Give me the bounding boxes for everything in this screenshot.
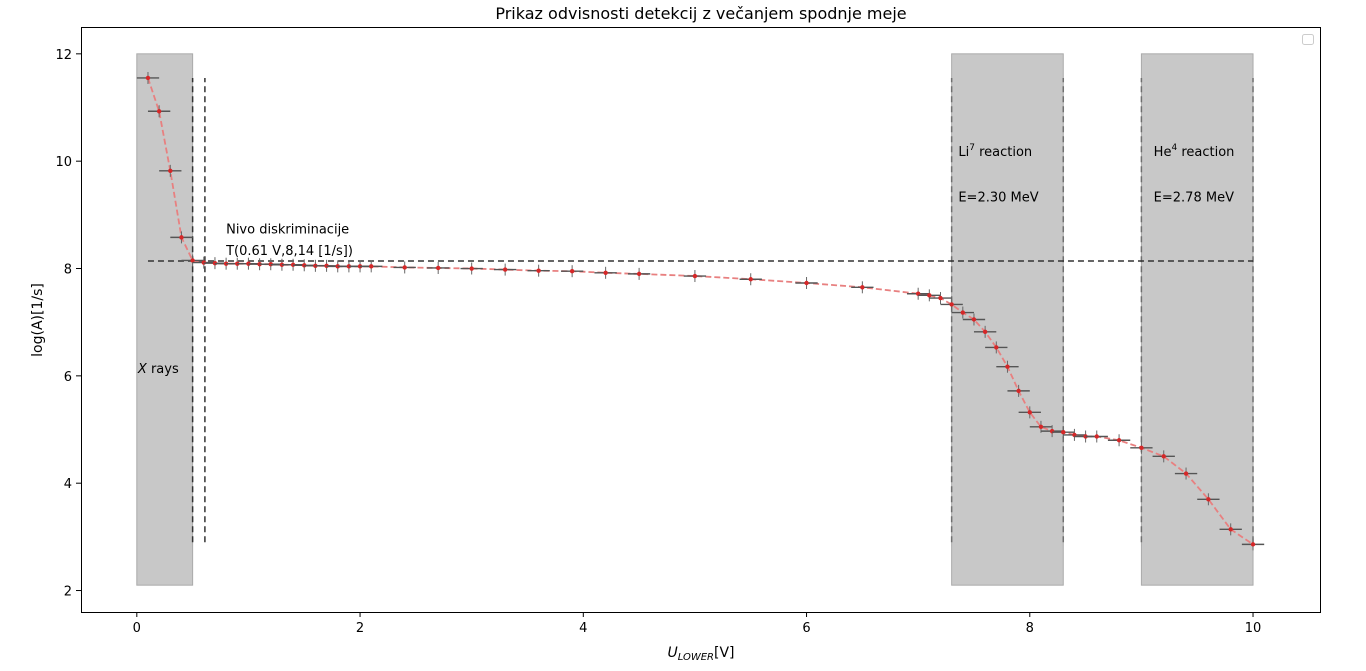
axis-ticks: 0 2 4 6 8 10 2 4 6 8 10 12: [55, 48, 1261, 636]
data-point: [748, 277, 753, 282]
data-point: [603, 270, 608, 276]
data-point: [1116, 438, 1122, 443]
annotation-part: E=2.30 MeV: [958, 190, 1038, 205]
y-axis-label: log(A)[1/s]: [30, 283, 46, 357]
chart-title: Prikaz odvisnosti detekcij z večanjem sp…: [495, 4, 906, 23]
y-tick-label: 6: [64, 370, 72, 385]
annotation-text: E=2.78 MeV: [1154, 190, 1234, 205]
data-point: [569, 268, 575, 274]
x-tick-label: 8: [1026, 621, 1034, 636]
annotation-text: T(0.61 V,8,14 [1/s]): [225, 244, 353, 259]
y-tick-label: 4: [64, 477, 72, 492]
data-point: [435, 265, 441, 271]
data-point: [982, 329, 988, 335]
data-point: [1206, 497, 1211, 502]
data-point: [190, 258, 195, 263]
annotation-suffix: reaction: [1177, 145, 1234, 160]
data-point: [804, 280, 809, 286]
data-point: [168, 168, 173, 174]
annotation-part: Li: [958, 145, 969, 160]
data-point: [1016, 388, 1021, 394]
data-point: [692, 273, 698, 279]
data-point: [860, 285, 865, 290]
annotation-suffix: reaction: [975, 145, 1032, 160]
annotation-part: T(0.61 V,8,14 [1/s]): [225, 244, 353, 259]
x-tick-label: 0: [133, 621, 141, 636]
data-point: [949, 302, 954, 307]
annotation-text: He4 reaction: [1154, 143, 1235, 160]
data-point: [279, 262, 285, 267]
legend-box: [1302, 34, 1314, 45]
y-tick-label: 8: [64, 263, 72, 278]
x-tick-label: 10: [1245, 621, 1262, 636]
y-tick-label: 2: [64, 585, 72, 600]
x-axis-label-sub: LOWER: [678, 652, 714, 663]
shaded-regions: [136, 53, 1254, 586]
data-point: [145, 75, 151, 81]
data-point: [927, 293, 932, 298]
data-point: [636, 271, 642, 277]
data-point: [1094, 434, 1099, 439]
data-point: [502, 267, 508, 272]
data-point: [1161, 454, 1166, 459]
shaded-region-0: [136, 53, 194, 586]
shaded-region-2: [1140, 53, 1254, 586]
data-point: [156, 109, 162, 114]
annotation-superscript: 7: [969, 143, 975, 153]
data-point: [1005, 364, 1010, 369]
data-point: [1038, 424, 1044, 430]
data-point: [994, 345, 999, 350]
annotation-superscript: 4: [1171, 143, 1177, 153]
annotation-part: He: [1154, 145, 1172, 160]
data-point: [1061, 430, 1066, 435]
annotation-text: Nivo diskriminacije: [226, 223, 349, 238]
data-point: [536, 268, 541, 273]
annotations: Nivo diskriminacije T(0.61 V,8,14 [1/s]) X…: [137, 143, 1234, 377]
data-point: [357, 264, 363, 269]
annotation-text: X rays: [137, 362, 179, 377]
annotation-suffix: rays: [147, 362, 179, 377]
x-axis-label-main: U: [667, 645, 677, 661]
data-point: [402, 265, 407, 270]
plot-frame: [81, 27, 1321, 613]
x-axis-label-unit: [V]: [714, 645, 735, 661]
x-tick-label: 2: [356, 621, 364, 636]
annotation-part: X: [137, 362, 148, 377]
annotation-part: Nivo diskriminacije: [226, 223, 349, 238]
annotation-text: Li7 reaction: [958, 143, 1032, 160]
data-point: [971, 317, 977, 322]
data-point: [1139, 445, 1144, 450]
data-point: [938, 295, 943, 301]
x-tick-label: 4: [579, 621, 587, 636]
x-axis-label: ULOWER[V]: [667, 645, 734, 663]
data-point: [469, 266, 474, 271]
annotation-text: E=2.30 MeV: [958, 190, 1038, 205]
data-point: [179, 235, 184, 240]
annotation-part: E=2.78 MeV: [1154, 190, 1234, 205]
data-point: [1183, 471, 1189, 476]
data-series: [136, 71, 1265, 551]
data-point: [1228, 527, 1233, 532]
y-tick-label: 10: [55, 155, 72, 170]
data-point: [369, 264, 374, 269]
y-tick-label: 12: [55, 48, 72, 63]
data-point: [1250, 542, 1256, 547]
data-point: [960, 310, 966, 315]
x-tick-label: 6: [802, 621, 810, 636]
data-point: [1027, 410, 1032, 415]
